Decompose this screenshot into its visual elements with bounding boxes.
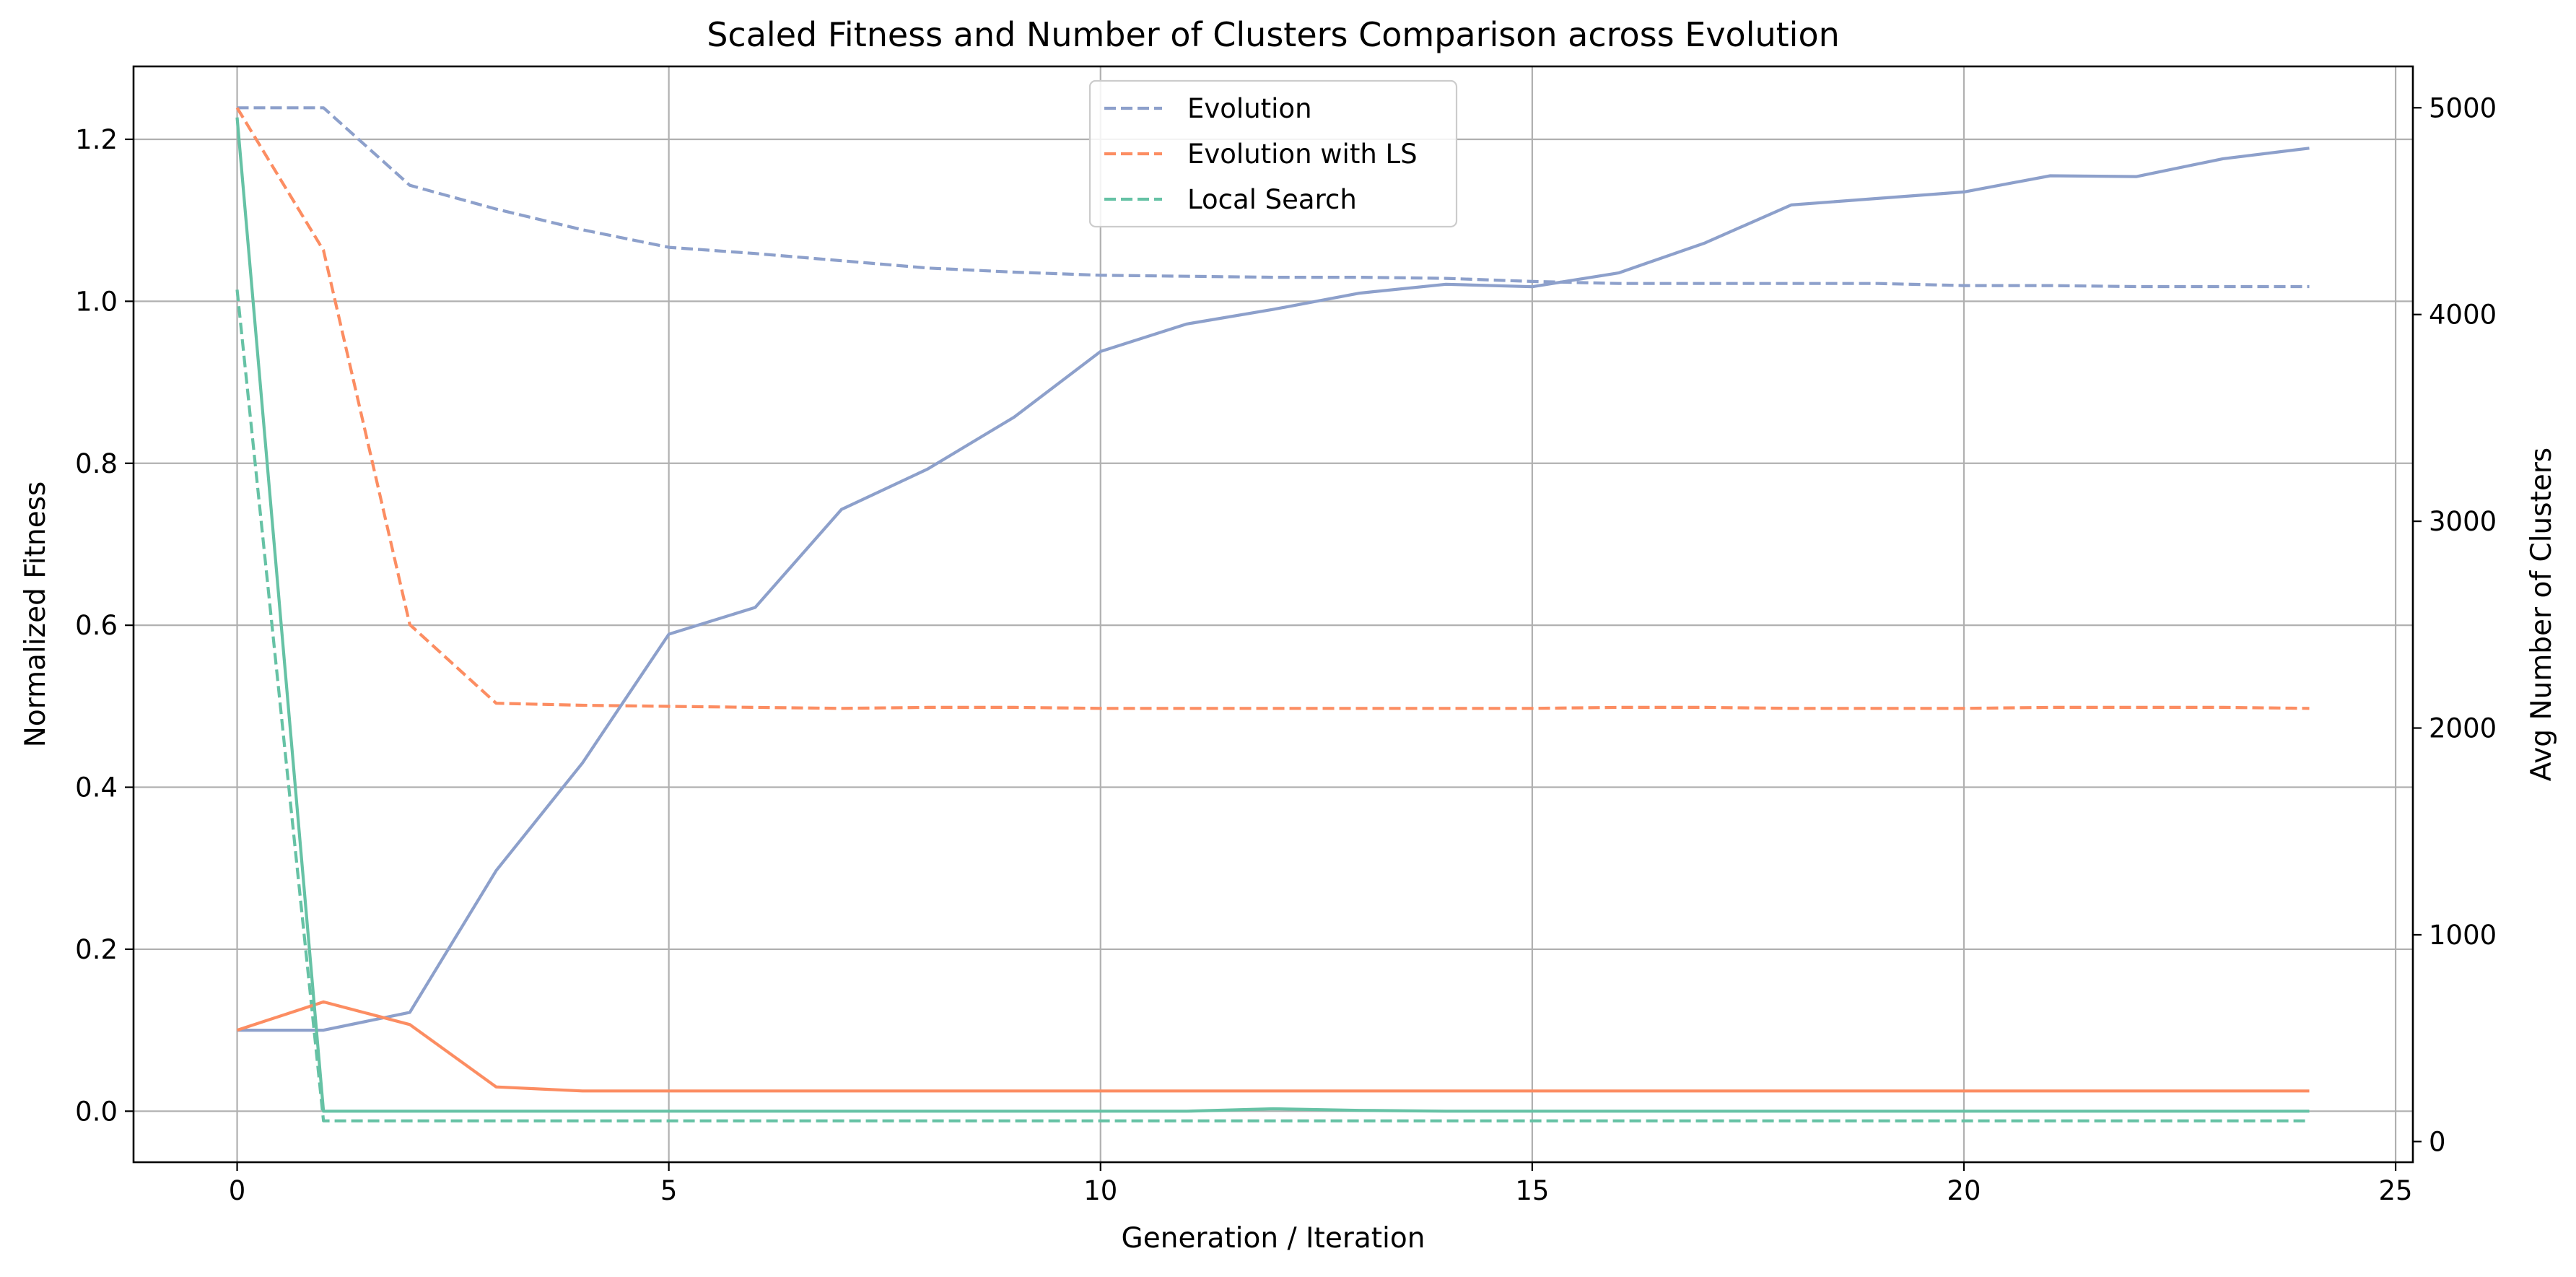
left-y-axis-label: Normalized Fitness [19, 481, 52, 748]
x-tick-label: 25 [2379, 1175, 2413, 1206]
left-y-tick-label: 0.2 [75, 934, 118, 965]
axes: 0 5 10 15 20 25 0.0 0.2 0.4 0.6 0.8 1.0 1.2 0 1000 2000… [75, 92, 2497, 1206]
right-y-tick-label: 2000 [2429, 713, 2497, 744]
left-y-tick-label: 0.0 [75, 1096, 118, 1127]
legend-label: Evolution [1187, 93, 1312, 124]
right-y-tick-label: 1000 [2429, 920, 2497, 951]
left-y-tick-label: 0.6 [75, 610, 118, 641]
series-layer [235, 106, 2310, 1123]
right-y-axis-label: Avg Number of Clusters [2525, 448, 2558, 781]
right-y-tick-label: 3000 [2429, 506, 2497, 537]
clusters-line-evolution [237, 106, 2310, 289]
clusters-line-local-search [235, 289, 2310, 1123]
left-y-tick-label: 0.8 [75, 448, 118, 479]
x-tick-label: 15 [1515, 1175, 1549, 1206]
x-axis-label: Generation / Iteration [1122, 1222, 1425, 1255]
x-tick-label: 5 [660, 1175, 678, 1206]
legend-label: Local Search [1187, 184, 1357, 215]
right-y-tick-label: 4000 [2429, 300, 2497, 331]
fitness-line-evolution-with-ls [236, 1000, 2310, 1093]
right-y-tick-label: 5000 [2429, 92, 2497, 123]
legend-box [1088, 79, 1458, 228]
legend: Evolution Evolution with LS Local Search [1088, 79, 1458, 228]
x-tick-label: 10 [1083, 1175, 1117, 1206]
left-y-tick-label: 1.2 [75, 124, 118, 155]
legend-label: Evolution with LS [1187, 139, 1418, 170]
chart-title: Scaled Fitness and Number of Clusters Co… [707, 15, 1840, 54]
fitness-line-local-search [235, 117, 2310, 1113]
left-y-tick-label: 1.0 [75, 286, 118, 317]
plot-frame [132, 65, 2414, 1164]
x-tick-label: 0 [229, 1175, 246, 1206]
clusters-line-evolution-with-ls [235, 107, 2310, 710]
x-tick-label: 20 [1947, 1175, 1981, 1206]
left-y-tick-label: 0.4 [75, 772, 118, 803]
fitness-line-evolution [237, 147, 2310, 1032]
right-y-tick-label: 0 [2429, 1126, 2446, 1157]
